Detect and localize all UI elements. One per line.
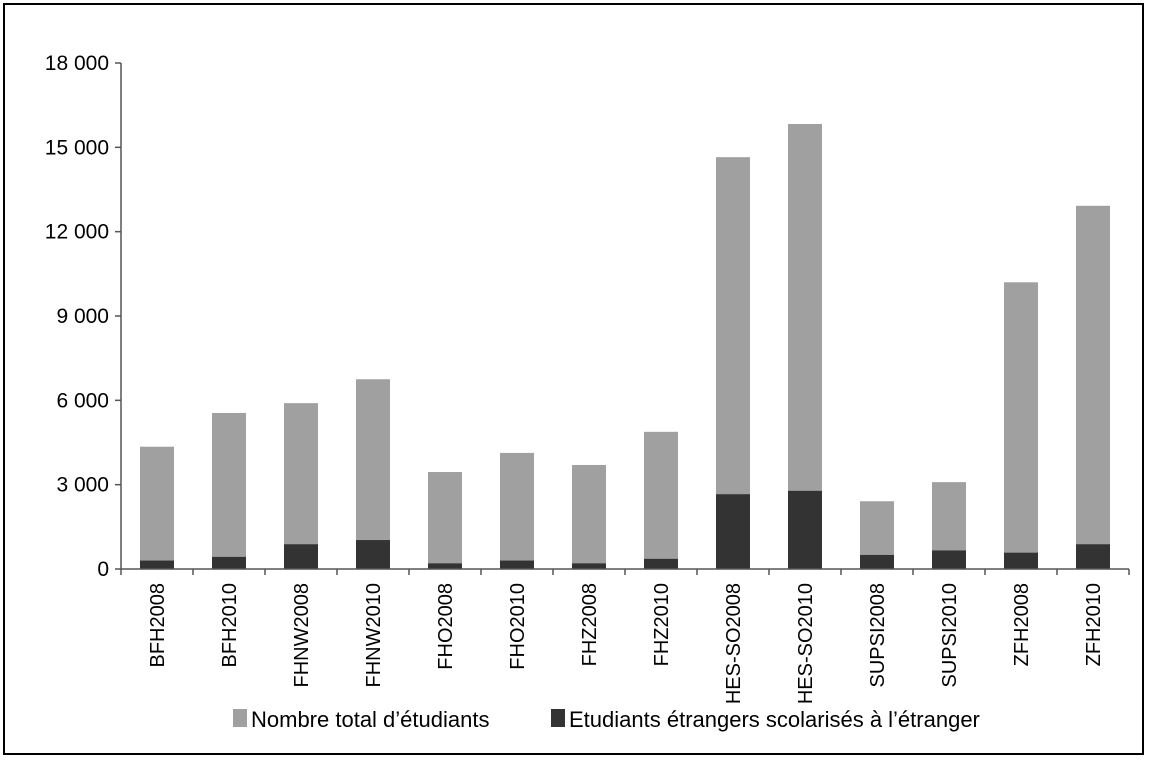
bar-foreign-bfh2010 bbox=[212, 556, 246, 569]
bar-foreign-hes-so2008 bbox=[716, 494, 750, 569]
y-tick-label: 6 000 bbox=[56, 389, 109, 412]
bar-total-fhz2010 bbox=[644, 431, 678, 569]
y-tick-label: 3 000 bbox=[56, 474, 109, 497]
legend-label-foreign: Etudiants étrangers scolarisés à l’étran… bbox=[569, 707, 980, 732]
legend-swatch-total bbox=[233, 709, 247, 727]
chart-frame: 0 3 000 6 000 9 000 12 000 15 000 18 000 BFH20… bbox=[3, 3, 1144, 755]
x-tick-label-zfh2010: ZFH2010 bbox=[1083, 583, 1105, 666]
bar-foreign-fhnw2010 bbox=[356, 540, 390, 569]
x-tick-label-fhz2008: FHZ2008 bbox=[579, 583, 601, 666]
stacked-bar-chart: 0 3 000 6 000 9 000 12 000 15 000 18 000 BFH20… bbox=[45, 52, 1130, 732]
x-axis: BFH2008 BFH2010 FHNW2008 FHNW2010 FHO2008 FHO… bbox=[120, 568, 1130, 704]
bar-total-fhnw2008 bbox=[284, 403, 318, 569]
y-tick-label: 12 000 bbox=[45, 221, 109, 244]
x-tick-label-fhnw2010: FHNW2010 bbox=[363, 583, 385, 687]
total-series-bars bbox=[140, 124, 1110, 570]
bar-foreign-zfh2008 bbox=[1004, 552, 1038, 569]
x-tick-label-bfh2010: BFH2010 bbox=[219, 583, 241, 668]
bar-foreign-fho2010 bbox=[500, 560, 534, 569]
y-tick-label: 9 000 bbox=[56, 305, 109, 328]
bar-foreign-fhnw2008 bbox=[284, 544, 318, 569]
foreign-series-bars bbox=[140, 490, 1110, 569]
x-tick-label-supsi2008: SUPSI2008 bbox=[867, 583, 889, 688]
x-tick-label-hes-so2010: HES-SO2010 bbox=[795, 583, 817, 704]
bar-total-fho2010 bbox=[500, 452, 534, 569]
x-tick-label-fhnw2008: FHNW2008 bbox=[291, 583, 313, 687]
legend-label-total: Nombre total d’étudiants bbox=[251, 707, 489, 732]
bar-foreign-hes-so2010 bbox=[788, 490, 822, 569]
x-tick-label-hes-so2008: HES-SO2008 bbox=[723, 583, 745, 704]
bar-foreign-supsi2008 bbox=[860, 554, 894, 569]
bar-foreign-fhz2008 bbox=[572, 563, 606, 569]
bar-total-bfh2010 bbox=[212, 412, 246, 569]
bar-foreign-bfh2008 bbox=[140, 560, 174, 569]
x-tick-label-bfh2008: BFH2008 bbox=[147, 583, 169, 668]
bar-total-zfh2010 bbox=[1076, 205, 1110, 569]
legend: Nombre total d’étudiants Etudiants étran… bbox=[233, 707, 980, 732]
bar-total-zfh2008 bbox=[1004, 282, 1038, 569]
x-tick-label-fhz2010: FHZ2010 bbox=[651, 583, 673, 666]
y-tick-label: 15 000 bbox=[45, 136, 109, 159]
x-tick-label-zfh2008: ZFH2008 bbox=[1011, 583, 1033, 666]
bar-foreign-zfh2010 bbox=[1076, 544, 1110, 569]
bar-total-fho2008 bbox=[428, 472, 462, 569]
y-tick-label: 0 bbox=[97, 558, 109, 581]
x-tick-label-fho2008: FHO2008 bbox=[435, 583, 457, 670]
bar-total-fhz2008 bbox=[572, 464, 606, 569]
bar-foreign-fhz2010 bbox=[644, 558, 678, 569]
y-tick-label: 18 000 bbox=[45, 52, 109, 75]
bar-foreign-supsi2010 bbox=[932, 550, 966, 569]
legend-swatch-foreign bbox=[551, 709, 565, 727]
bar-total-bfh2008 bbox=[140, 446, 174, 569]
x-tick-label-supsi2010: SUPSI2010 bbox=[939, 583, 961, 688]
x-tick-label-fho2010: FHO2010 bbox=[507, 583, 529, 670]
bar-total-fhnw2010 bbox=[356, 379, 390, 569]
y-axis: 0 3 000 6 000 9 000 12 000 15 000 18 000 bbox=[45, 52, 122, 581]
bar-foreign-fho2008 bbox=[428, 563, 462, 569]
